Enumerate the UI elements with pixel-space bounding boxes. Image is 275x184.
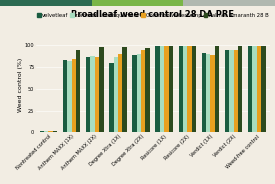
Legend: velvetleaf, common lambsquarters, Common waterhemp, Palmer amaranth 28 B: velvetleaf, common lambsquarters, Common…: [35, 11, 270, 20]
Bar: [252, 46, 257, 132]
Bar: [257, 46, 261, 132]
Bar: [109, 63, 114, 132]
Bar: [169, 46, 173, 132]
Bar: [202, 53, 206, 132]
Bar: [67, 61, 72, 132]
Bar: [229, 50, 234, 132]
Bar: [178, 46, 183, 132]
Bar: [99, 47, 104, 132]
Bar: [187, 46, 192, 132]
Bar: [122, 47, 127, 132]
Bar: [63, 60, 67, 132]
Bar: [164, 46, 169, 132]
Bar: [234, 50, 238, 132]
Bar: [192, 46, 196, 132]
Bar: [90, 56, 95, 132]
Bar: [76, 50, 80, 132]
Bar: [137, 54, 141, 132]
Bar: [114, 57, 118, 132]
Bar: [118, 54, 122, 132]
Bar: [215, 46, 219, 132]
Bar: [40, 131, 44, 132]
Bar: [225, 50, 229, 132]
Bar: [160, 46, 164, 132]
Bar: [261, 46, 266, 132]
Bar: [238, 46, 243, 132]
Bar: [53, 131, 57, 132]
Bar: [183, 46, 187, 132]
Bar: [155, 46, 160, 132]
Bar: [44, 131, 48, 132]
Bar: [86, 57, 90, 132]
Bar: [141, 50, 145, 132]
Bar: [145, 48, 150, 132]
Bar: [72, 59, 76, 132]
Bar: [95, 57, 99, 132]
Bar: [132, 55, 137, 132]
Bar: [210, 55, 215, 132]
Bar: [206, 54, 210, 132]
Bar: [48, 131, 53, 132]
Title: Broadleaf weed control 28 DA PRE: Broadleaf weed control 28 DA PRE: [71, 10, 234, 19]
Y-axis label: Weed control (%): Weed control (%): [18, 58, 23, 112]
Bar: [248, 46, 252, 132]
